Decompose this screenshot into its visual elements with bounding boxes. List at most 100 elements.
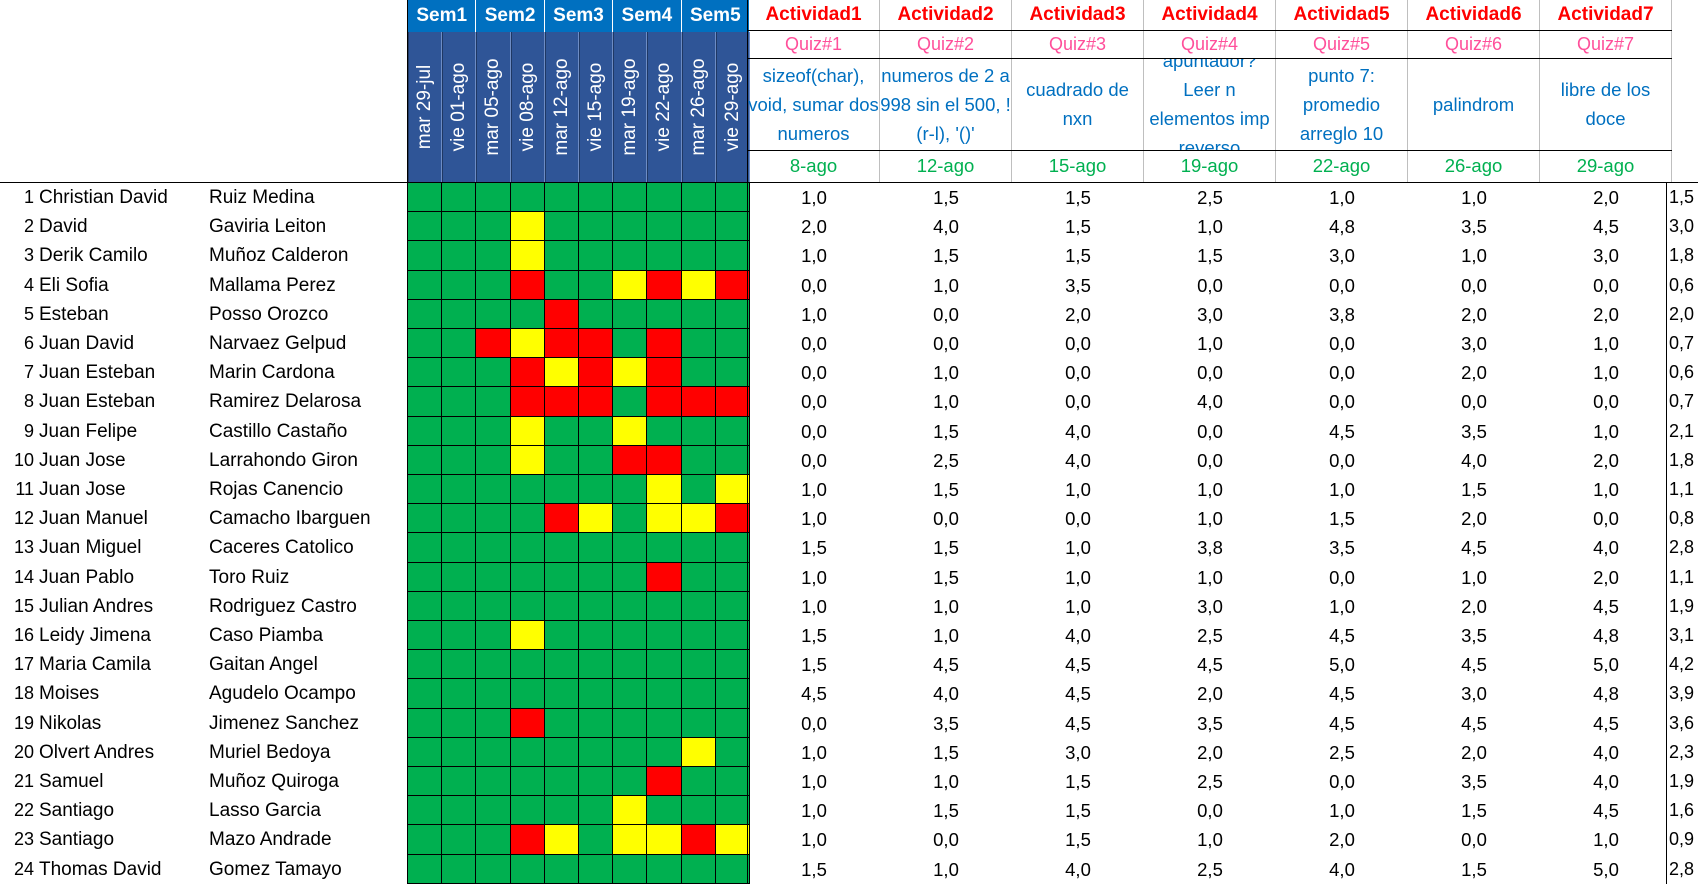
score-cell[interactable]: 3,0 (1197, 595, 1223, 617)
attendance-cell[interactable] (613, 504, 648, 534)
attendance-cell[interactable] (442, 767, 477, 797)
attendance-cell[interactable] (681, 504, 716, 534)
row-number[interactable]: 2 (23, 216, 34, 237)
score-cell[interactable]: 4,5 (1461, 712, 1487, 734)
quiz-label[interactable]: Quiz#2 (880, 30, 1012, 58)
attendance-cell[interactable] (647, 650, 682, 680)
attendance-cell[interactable] (647, 183, 682, 213)
attendance-cell[interactable] (510, 796, 545, 826)
score-cell[interactable]: 0,0 (933, 508, 959, 530)
attendance-cell[interactable] (544, 650, 579, 680)
average-cell[interactable]: 1,9 (1666, 591, 1698, 621)
attendance-cell[interactable] (579, 708, 614, 738)
score-cell[interactable]: 1,0 (1329, 187, 1355, 208)
attendance-cell[interactable] (613, 416, 648, 446)
attendance-cell[interactable] (476, 825, 511, 855)
first-name[interactable]: Juan Manuel (39, 508, 148, 530)
first-name[interactable]: Leidy Jimena (39, 625, 151, 646)
score-cell[interactable]: 1,0 (801, 566, 827, 588)
score-cell[interactable]: 4,5 (1065, 654, 1091, 676)
attendance-cell[interactable] (476, 270, 511, 300)
attendance-cell[interactable] (647, 445, 682, 475)
attendance-cell[interactable] (408, 621, 443, 651)
attendance-cell[interactable] (544, 270, 579, 300)
attendance-cell[interactable] (715, 825, 750, 855)
attendance-cell[interactable] (647, 562, 682, 592)
attendance-cell[interactable] (715, 708, 750, 738)
last-name[interactable]: Agudelo Ocampo (209, 683, 356, 705)
score-cell[interactable]: 0,0 (1065, 391, 1091, 413)
attendance-cell[interactable] (476, 475, 511, 505)
score-cell[interactable]: 1,5 (933, 245, 959, 267)
attendance-cell[interactable] (579, 212, 614, 242)
last-name[interactable]: Lasso Garcia (209, 800, 321, 822)
average-cell[interactable]: 0,6 (1666, 270, 1698, 300)
attendance-cell[interactable] (442, 475, 477, 505)
date-header[interactable]: vie 08-ago (510, 32, 545, 182)
attendance-cell[interactable] (647, 737, 682, 767)
attendance-cell[interactable] (613, 737, 648, 767)
attendance-cell[interactable] (510, 329, 545, 359)
last-name[interactable]: Mallama Perez (209, 274, 336, 296)
score-cell[interactable]: 1,5 (1461, 858, 1487, 880)
attendance-cell[interactable] (647, 270, 682, 300)
attendance-cell[interactable] (715, 241, 750, 271)
average-cell[interactable]: 2,8 (1666, 533, 1698, 563)
attendance-cell[interactable] (681, 737, 716, 767)
date-header[interactable]: mar 19-ago (613, 32, 648, 182)
score-cell[interactable]: 4,5 (933, 654, 959, 676)
attendance-cell[interactable] (647, 533, 682, 563)
score-cell[interactable]: 2,0 (1593, 303, 1619, 325)
attendance-cell[interactable] (544, 358, 579, 388)
score-cell[interactable]: 1,0 (1197, 216, 1223, 238)
attendance-cell[interactable] (647, 212, 682, 242)
attendance-cell[interactable] (476, 416, 511, 446)
date-header[interactable]: vie 15-ago (579, 32, 614, 182)
score-cell[interactable]: 1,0 (1329, 479, 1355, 500)
score-cell[interactable]: 2,0 (1461, 741, 1487, 763)
score-cell[interactable]: 0,0 (1593, 391, 1619, 413)
attendance-cell[interactable] (408, 504, 443, 534)
row-number[interactable]: 7 (23, 362, 34, 383)
score-cell[interactable]: 2,0 (1461, 595, 1487, 617)
attendance-cell[interactable] (681, 591, 716, 621)
average-cell[interactable]: 3,9 (1666, 679, 1698, 709)
attendance-cell[interactable] (681, 416, 716, 446)
attendance-cell[interactable] (715, 329, 750, 359)
attendance-cell[interactable] (476, 708, 511, 738)
attendance-cell[interactable] (613, 387, 648, 417)
attendance-cell[interactable] (613, 621, 648, 651)
score-cell[interactable]: 1,0 (801, 245, 827, 267)
attendance-cell[interactable] (510, 241, 545, 271)
score-cell[interactable]: 3,0 (1461, 683, 1487, 705)
attendance-cell[interactable] (476, 650, 511, 680)
score-cell[interactable]: 4,8 (1329, 216, 1355, 238)
attendance-cell[interactable] (510, 445, 545, 475)
average-cell[interactable]: 0,8 (1666, 504, 1698, 534)
attendance-cell[interactable] (715, 270, 750, 300)
average-cell[interactable]: 1,9 (1666, 767, 1698, 797)
attendance-cell[interactable] (613, 358, 648, 388)
attendance-cell[interactable] (442, 737, 477, 767)
due-date[interactable]: 15-ago (1012, 150, 1144, 182)
score-cell[interactable]: 1,5 (1065, 216, 1091, 238)
attendance-cell[interactable] (442, 650, 477, 680)
score-cell[interactable]: 4,5 (1593, 712, 1619, 734)
row-number[interactable]: 8 (23, 391, 34, 412)
attendance-cell[interactable] (579, 533, 614, 563)
score-cell[interactable]: 2,0 (1593, 187, 1619, 208)
attendance-cell[interactable] (510, 562, 545, 592)
attendance-cell[interactable] (476, 562, 511, 592)
score-cell[interactable]: 0,0 (801, 420, 827, 442)
score-cell[interactable]: 0,0 (801, 712, 827, 734)
average-cell[interactable]: 3,6 (1666, 708, 1698, 738)
attendance-cell[interactable] (715, 183, 750, 213)
attendance-cell[interactable] (442, 212, 477, 242)
attendance-cell[interactable] (715, 299, 750, 329)
attendance-cell[interactable] (715, 796, 750, 826)
attendance-cell[interactable] (442, 796, 477, 826)
row-number[interactable]: 12 (13, 508, 34, 529)
score-cell[interactable]: 4,5 (1329, 625, 1355, 646)
attendance-cell[interactable] (613, 796, 648, 826)
attendance-cell[interactable] (476, 212, 511, 242)
